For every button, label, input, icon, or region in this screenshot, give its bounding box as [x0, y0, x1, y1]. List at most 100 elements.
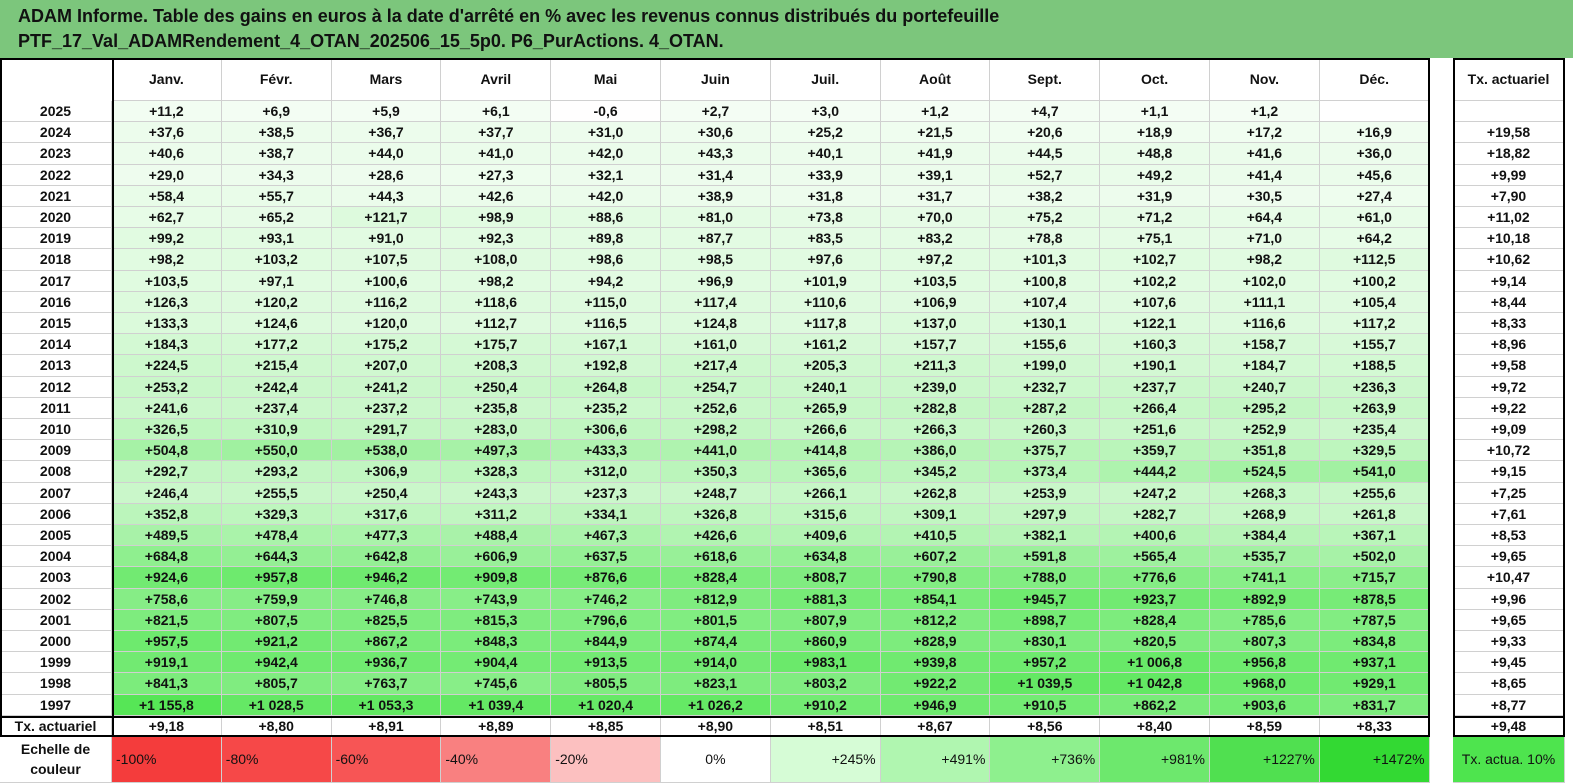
value-cell: +158,7: [1210, 334, 1320, 356]
value-cell: +831,7: [1319, 694, 1430, 716]
column-header: Mai: [551, 58, 661, 101]
value-cell: +881,3: [770, 588, 881, 610]
value-cell: +946,9: [880, 694, 991, 716]
legend-tx: Tx. actua. 10%: [1453, 736, 1565, 783]
value-cell: +101,3: [990, 249, 1101, 271]
value-cell: +266,4: [1100, 397, 1210, 419]
value-cell: +96,9: [661, 270, 771, 292]
footer-label: Tx. actuariel: [0, 715, 112, 737]
value-cell: +107,4: [990, 291, 1101, 313]
value-cell: +262,8: [880, 482, 991, 504]
value-cell: +282,8: [880, 397, 991, 419]
value-cell: +291,7: [331, 419, 442, 441]
row-year: 2009: [0, 440, 112, 462]
value-cell: +497,3: [441, 440, 552, 462]
value-cell: +107,6: [1100, 291, 1210, 313]
row-year: 2021: [0, 185, 112, 207]
value-cell: +386,0: [880, 440, 991, 462]
value-cell: +306,9: [331, 461, 442, 483]
value-cell: +73,8: [770, 207, 881, 229]
value-cell: +38,7: [221, 143, 332, 165]
value-cell: +310,9: [221, 419, 332, 441]
value-cell: +106,9: [880, 291, 991, 313]
value-cell: +41,4: [1210, 164, 1320, 186]
value-cell: +939,8: [880, 652, 991, 674]
value-cell: +909,8: [441, 567, 552, 589]
value-cell: +31,7: [880, 185, 991, 207]
tx-cell: +9,22: [1453, 397, 1565, 419]
value-cell: +110,6: [770, 291, 881, 313]
value-cell: +71,2: [1100, 207, 1210, 229]
value-cell: +155,6: [990, 334, 1101, 356]
value-cell: +382,1: [990, 525, 1101, 547]
value-cell: +334,1: [551, 503, 661, 525]
row-year: 2020: [0, 207, 112, 229]
row-year: 1999: [0, 652, 112, 674]
value-cell: +97,1: [221, 270, 332, 292]
tx-cell: +11,02: [1453, 207, 1565, 229]
value-cell: +365,6: [770, 461, 881, 483]
value-cell: +236,3: [1319, 376, 1430, 398]
value-cell: +812,9: [661, 588, 771, 610]
value-cell: +36,7: [331, 122, 442, 144]
value-cell: +30,5: [1210, 185, 1320, 207]
value-cell: +266,6: [770, 419, 881, 441]
value-cell: +264,8: [551, 376, 661, 398]
tx-cell: +9,15: [1453, 461, 1565, 483]
value-cell: +785,6: [1210, 609, 1320, 631]
value-cell: +478,4: [221, 525, 332, 547]
value-cell: +255,5: [221, 482, 332, 504]
value-cell: +31,9: [1100, 185, 1210, 207]
value-cell: +874,4: [661, 631, 771, 653]
value-cell: +43,3: [661, 143, 771, 165]
value-cell: +208,3: [441, 355, 552, 377]
value-cell: +956,8: [1210, 652, 1320, 674]
value-cell: +55,7: [221, 185, 332, 207]
value-cell: +75,2: [990, 207, 1101, 229]
value-cell: +11,2: [112, 101, 222, 123]
value-cell: +283,0: [441, 419, 552, 441]
value-cell: +876,6: [551, 567, 661, 589]
value-cell: +102,2: [1100, 270, 1210, 292]
value-cell: +444,2: [1100, 461, 1210, 483]
value-cell: +17,2: [1210, 122, 1320, 144]
value-cell: +266,3: [880, 419, 991, 441]
value-cell: +426,6: [661, 525, 771, 547]
value-cell: +329,3: [221, 503, 332, 525]
value-cell: +844,9: [551, 631, 661, 653]
column-header: Sept.: [990, 58, 1101, 101]
value-cell: +100,2: [1319, 270, 1430, 292]
value-cell: +235,2: [551, 397, 661, 419]
value-cell: +120,2: [221, 291, 332, 313]
value-cell: +118,6: [441, 291, 552, 313]
value-cell: +252,9: [1210, 419, 1320, 441]
value-cell: +41,6: [1210, 143, 1320, 165]
value-cell: +41,0: [441, 143, 552, 165]
row-year: 2003: [0, 567, 112, 589]
column-header: Avril: [441, 58, 552, 101]
value-cell: +5,9: [331, 101, 442, 123]
value-cell: +38,2: [990, 185, 1101, 207]
tx-cell: +18,82: [1453, 143, 1565, 165]
value-cell: +32,1: [551, 164, 661, 186]
value-cell: +591,8: [990, 546, 1101, 568]
tx-cell: +10,62: [1453, 249, 1565, 271]
title-bar: ADAM Informe. Table des gains en euros à…: [0, 0, 1573, 58]
value-cell: +199,0: [990, 355, 1101, 377]
value-cell: +250,4: [331, 482, 442, 504]
tx-cell: +10,47: [1453, 567, 1565, 589]
value-cell: +251,6: [1100, 419, 1210, 441]
value-cell: +892,9: [1210, 588, 1320, 610]
value-cell: +741,1: [1210, 567, 1320, 589]
value-cell: +834,8: [1319, 631, 1430, 653]
value-cell: +945,7: [990, 588, 1101, 610]
row-year: 2023: [0, 143, 112, 165]
value-cell: +240,1: [770, 376, 881, 398]
value-cell: +62,7: [112, 207, 222, 229]
legend-step: +245%: [770, 736, 881, 783]
value-cell: +550,0: [221, 440, 332, 462]
value-cell: +929,1: [1319, 673, 1430, 695]
tx-cell: +7,61: [1453, 503, 1565, 525]
value-cell: +317,6: [331, 503, 442, 525]
row-year: 2015: [0, 313, 112, 335]
